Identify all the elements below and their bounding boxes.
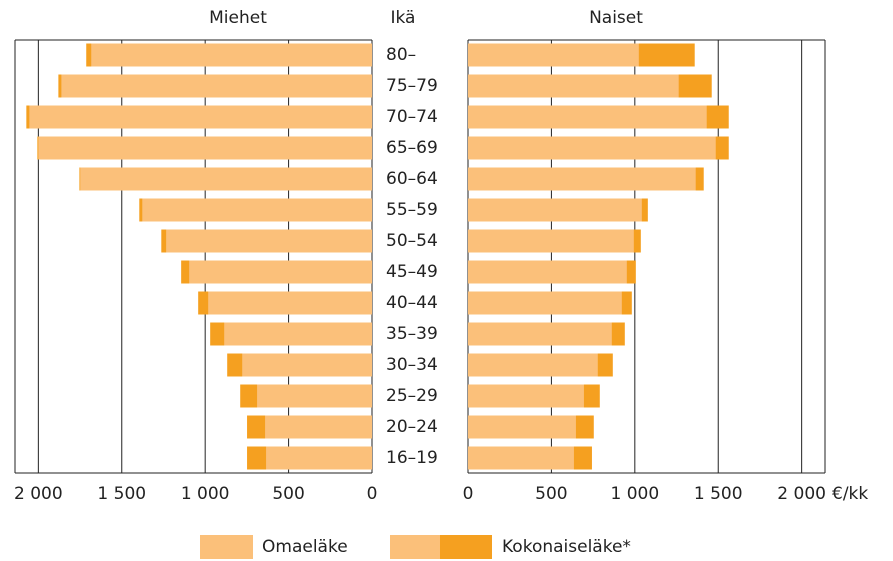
- legend-swatch: [440, 535, 492, 559]
- bar: [468, 415, 576, 439]
- category-label: 20–24: [386, 417, 438, 437]
- bar: [468, 167, 696, 191]
- bar: [468, 43, 639, 67]
- x-tick-label: 1 500: [97, 484, 146, 504]
- bar: [266, 446, 372, 470]
- bar: [142, 198, 372, 222]
- category-title: Ikä: [391, 8, 416, 28]
- bar: [257, 384, 372, 408]
- category-label: 70–74: [386, 107, 438, 127]
- x-tick-label: 500: [535, 484, 567, 504]
- bar: [61, 74, 372, 98]
- legend-swatch: [390, 535, 440, 559]
- bar: [91, 43, 372, 67]
- x-tick-label: 1 000: [610, 484, 659, 504]
- bar: [468, 353, 598, 377]
- category-label: 25–29: [386, 386, 438, 406]
- bar: [242, 353, 372, 377]
- category-label: 35–39: [386, 324, 438, 344]
- bar: [468, 322, 612, 346]
- category-label: 80–: [386, 45, 416, 65]
- category-label: 40–44: [386, 293, 438, 313]
- bar: [80, 167, 372, 191]
- bar: [468, 136, 716, 160]
- legend-label: Omaeläke: [262, 537, 348, 557]
- bar: [468, 74, 679, 98]
- x-tick-label: 0: [367, 484, 378, 504]
- x-tick-label: 1 500: [694, 484, 743, 504]
- bar: [468, 105, 707, 129]
- bar: [468, 384, 584, 408]
- bar: [265, 415, 372, 439]
- category-label: 65–69: [386, 138, 438, 158]
- unit-label: €/kk: [832, 484, 868, 504]
- category-label: 30–34: [386, 355, 438, 375]
- bar: [468, 229, 634, 253]
- x-tick-label: 500: [272, 484, 304, 504]
- category-label: 55–59: [386, 200, 438, 220]
- bar: [208, 291, 372, 315]
- x-tick-label: 0: [463, 484, 474, 504]
- panel-title: Miehet: [209, 8, 267, 28]
- x-tick-label: 1 000: [181, 484, 230, 504]
- category-label: 50–54: [386, 231, 438, 251]
- legend-label: Kokonaiseläke*: [502, 537, 631, 557]
- panel-title: Naiset: [589, 8, 643, 28]
- bar: [189, 260, 372, 284]
- bar: [468, 446, 574, 470]
- x-tick-label: 2 000: [14, 484, 63, 504]
- category-label: 16–19: [386, 448, 438, 468]
- bar: [468, 291, 622, 315]
- bar: [38, 136, 373, 160]
- bar: [224, 322, 372, 346]
- bar: [468, 260, 627, 284]
- category-label: 75–79: [386, 76, 438, 96]
- legend-swatch: [200, 535, 253, 559]
- x-tick-label: 2 000: [777, 484, 826, 504]
- bar: [29, 105, 372, 129]
- bar: [468, 198, 642, 222]
- bar: [166, 229, 372, 253]
- category-label: 60–64: [386, 169, 438, 189]
- category-label: 45–49: [386, 262, 438, 282]
